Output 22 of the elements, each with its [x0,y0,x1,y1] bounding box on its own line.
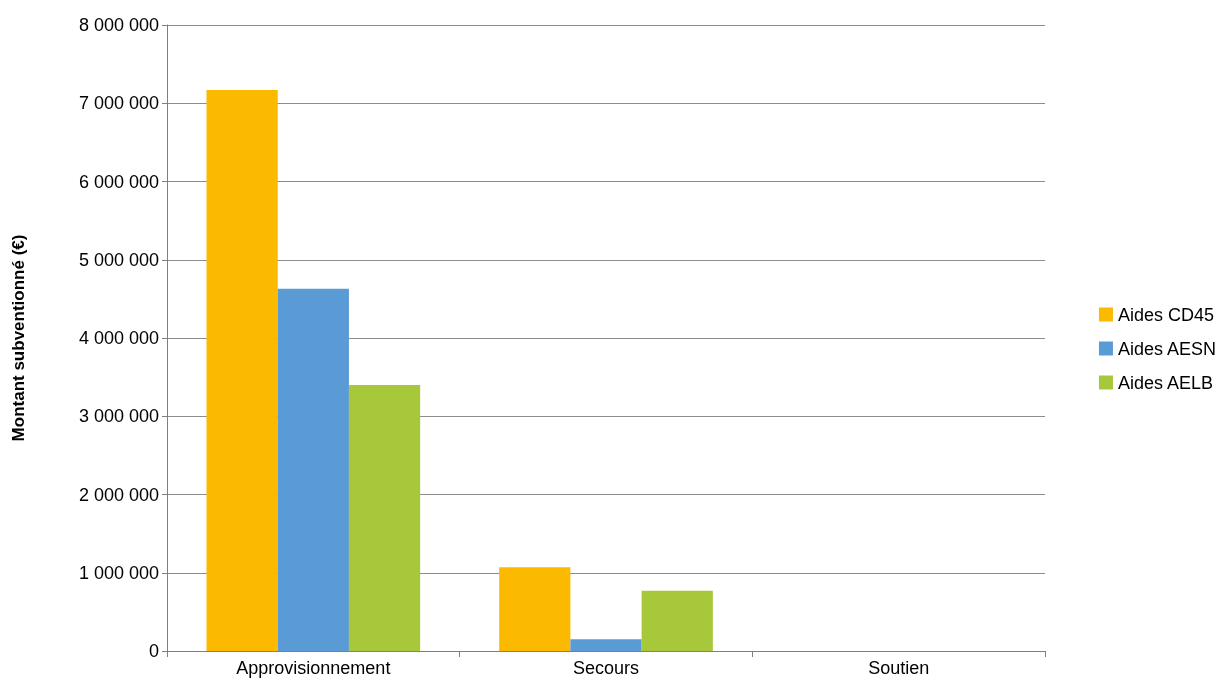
x-tick-label: Approvisionnement [236,658,391,678]
legend-label: Aides AESN [1117,338,1217,359]
bar [277,288,349,651]
legend-label: Aides AELB [1117,372,1214,393]
bar [348,384,421,651]
bar [499,567,571,651]
y-tick-label: 4 000 000 [78,328,159,348]
x-tick-label: Secours [572,658,640,678]
y-tick-label: 1 000 000 [78,562,159,583]
x-tick-label: Soutien [868,658,930,678]
y-tick-label: 5 000 000 [78,249,159,270]
bar [570,639,642,651]
bar [641,590,713,651]
bar [206,89,278,651]
y-tick-label: 3 000 000 [78,406,159,427]
y-tick-label: 7 000 000 [78,93,159,114]
y-tick-label: 6 000 000 [78,171,159,192]
y-tick-label: 2 000 000 [78,484,159,505]
legend-label: Aides CD45 [1117,304,1214,325]
y-axis-title: Montant subventionné (€) [9,234,28,442]
y-tick-label: 0 [148,641,159,661]
y-tick-label: 8 000 000 [78,15,159,35]
